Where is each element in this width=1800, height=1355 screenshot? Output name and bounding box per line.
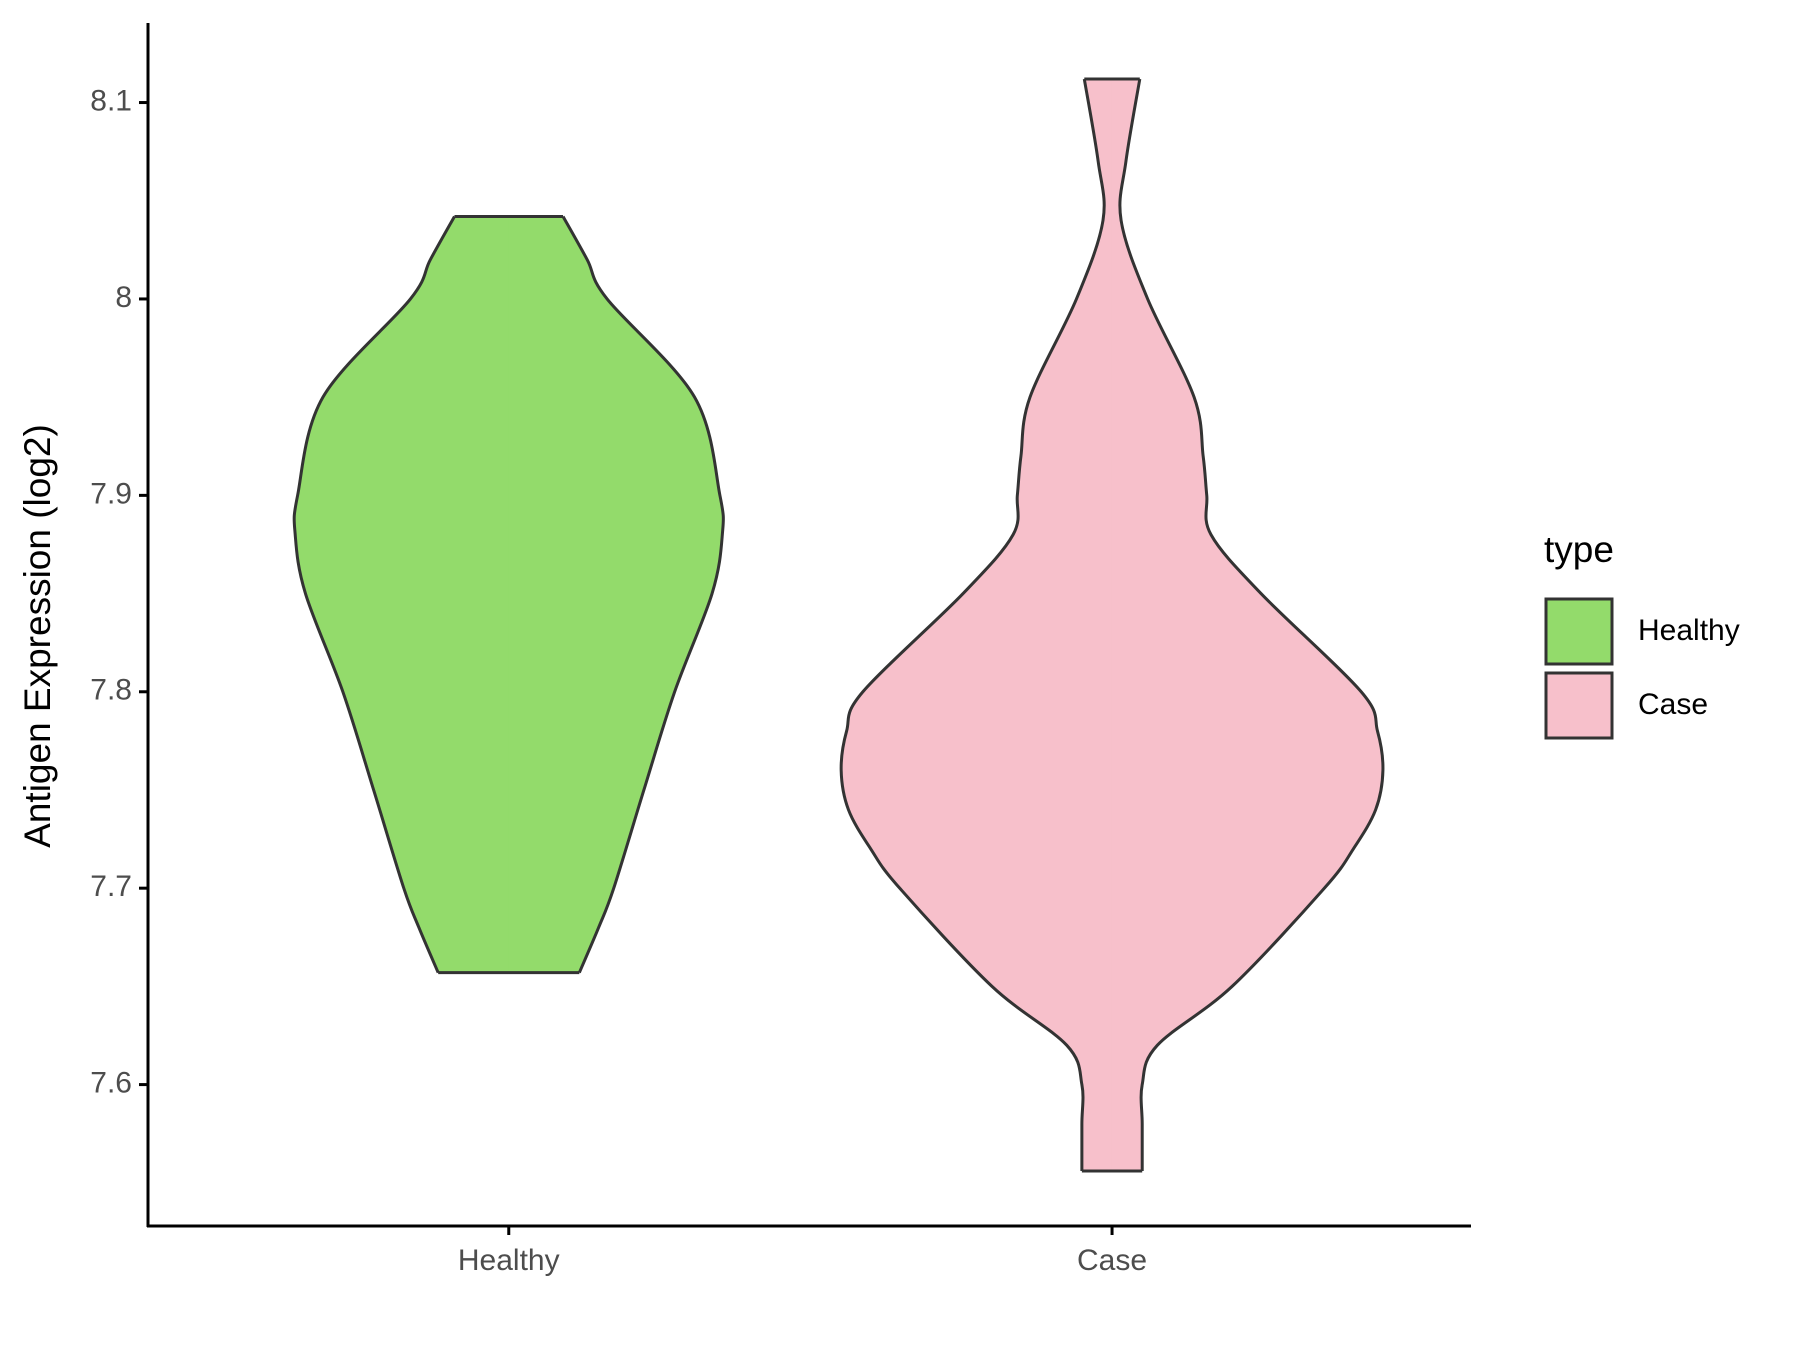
x-tick-label: Case xyxy=(1077,1244,1147,1277)
legend-label: Case xyxy=(1638,688,1708,721)
y-tick-label: 7.6 xyxy=(90,1067,132,1100)
violin-left-fill xyxy=(841,78,1113,1172)
y-tick-label: 7.9 xyxy=(90,477,132,510)
legend-label: Healthy xyxy=(1638,614,1740,647)
legend-key xyxy=(1544,671,1614,740)
violin-right-fill xyxy=(1111,78,1383,1172)
violin-right-outline xyxy=(561,215,725,974)
y-tick-label: 8 xyxy=(115,281,132,314)
legend-key xyxy=(1544,597,1614,666)
y-tick-label: 7.8 xyxy=(90,674,132,707)
violin-left-outline xyxy=(839,78,1106,1172)
legend-title: type xyxy=(1544,529,1614,570)
y-tick-label: 8.1 xyxy=(90,84,132,117)
y-tick-label: 7.7 xyxy=(90,870,132,903)
x-tick-label: Healthy xyxy=(458,1244,560,1277)
violin-left-outline xyxy=(292,215,456,974)
violin-right-fill xyxy=(508,216,724,973)
y-axis-title: Antigen Expression (log2) xyxy=(17,424,58,848)
violin-right-outline xyxy=(1118,78,1385,1172)
violin-left-fill xyxy=(294,216,510,973)
